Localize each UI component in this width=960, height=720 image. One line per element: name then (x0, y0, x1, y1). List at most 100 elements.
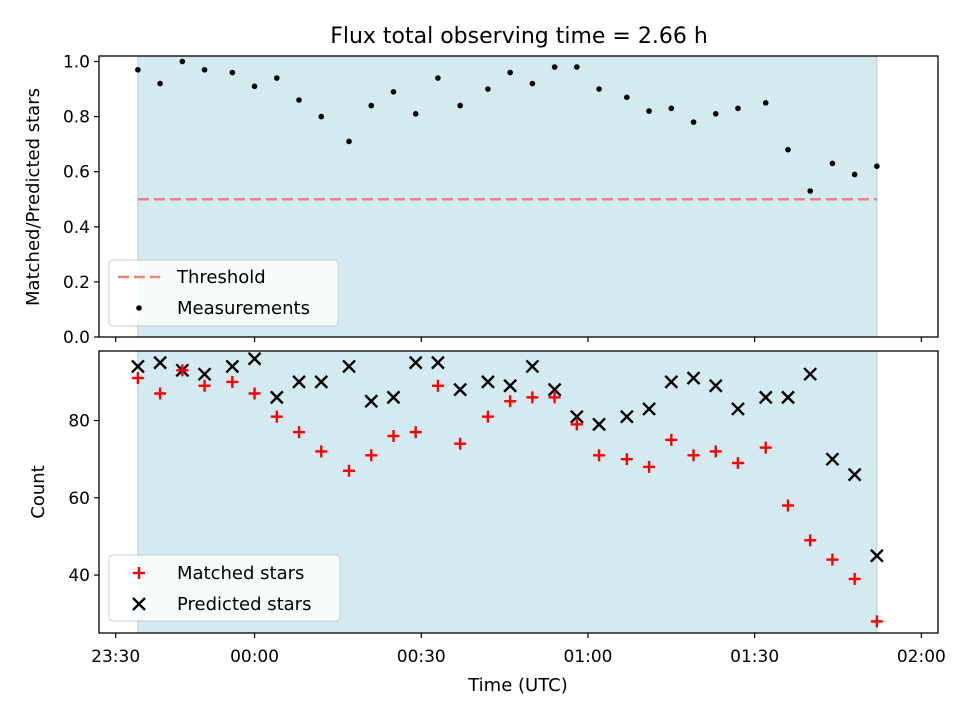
measurement-point (179, 58, 186, 65)
predicted-star-point (153, 355, 167, 370)
matched-star-point (731, 457, 744, 470)
predicted-star-point (781, 390, 795, 405)
chart-title: Flux total observing time = 2.66 h (330, 24, 708, 49)
x-tick-label: 23:30 (91, 647, 140, 667)
bottom-legend-box (108, 554, 341, 622)
predicted-star-point (314, 375, 329, 389)
y-tick-label: 60 (68, 489, 90, 509)
y-tick-label: 40 (68, 566, 90, 586)
measurement-point (829, 160, 836, 167)
measurement-point (762, 100, 769, 106)
predicted-star-point (731, 402, 745, 416)
predicted-star-point (453, 382, 468, 397)
top-measurement-points (135, 58, 880, 194)
predicted-star-point (664, 375, 679, 389)
matched-star-point (270, 410, 283, 423)
measurement-point (157, 80, 163, 87)
measurement-point (412, 111, 419, 117)
predicted-star-point (525, 359, 540, 374)
measurement-point (229, 69, 236, 76)
predicted-star-point (342, 359, 356, 374)
predicted-star-point (619, 409, 634, 424)
matched-star-point (409, 426, 422, 439)
matched-stars-points (131, 364, 883, 628)
predicted-star-point (197, 367, 212, 382)
matched-star-point (826, 553, 839, 566)
predicted-stars-points (131, 351, 884, 563)
matched-star-point (870, 615, 883, 628)
predicted-star-point (225, 359, 240, 374)
measurement-point (485, 86, 491, 92)
x-axis-label: Time (UTC) (467, 675, 568, 696)
predicted-star-point (642, 402, 656, 416)
legend-matched-label: Matched stars (177, 563, 304, 584)
x-tick-label: 00:30 (397, 647, 446, 667)
matched-star-point (548, 391, 561, 404)
y-tick-label: 80 (68, 412, 90, 432)
y-tick-label: 0.6 (63, 163, 90, 183)
matched-star-point (176, 364, 189, 377)
matched-star-point (687, 449, 700, 462)
bottom-y-ticks: 40 60 80 (68, 412, 99, 586)
top-axes-frame (98, 55, 939, 338)
legend-predicted-label: Predicted stars (177, 594, 311, 615)
matched-star-point (226, 375, 239, 388)
matched-star-point (315, 445, 328, 458)
predicted-star-point (708, 378, 723, 393)
matched-star-point (504, 395, 517, 408)
measurement-point (318, 113, 325, 120)
matched-star-point (526, 391, 539, 404)
matched-star-point (248, 387, 261, 400)
measurement-point (507, 69, 513, 76)
bottom-x-ticks: 23:30 00:00 00:30 01:00 01:30 02:00 (91, 633, 946, 667)
measurement-point (596, 86, 602, 92)
predicted-star-point (686, 371, 701, 385)
matched-star-point (620, 453, 633, 466)
predicted-star-point (758, 390, 773, 405)
x-tick-label: 01:30 (730, 647, 779, 667)
measurement-point (807, 188, 814, 194)
top-legend: Threshold Measurements (108, 259, 339, 327)
matched-star-point (570, 418, 583, 431)
matched-star-point (759, 441, 772, 454)
y-tick-label: 0.0 (63, 328, 90, 348)
top-y-axis-label: Matched/Predicted stars (23, 88, 44, 306)
predicted-star-point (131, 359, 145, 374)
measurement-point (735, 105, 741, 112)
matched-star-point (343, 464, 356, 477)
predicted-star-point (503, 378, 518, 393)
measurement-point (457, 102, 463, 109)
measurement-point (851, 171, 858, 178)
x-tick-label: 01:00 (563, 647, 612, 667)
predicted-star-point (870, 548, 884, 563)
measurement-point (135, 66, 141, 73)
predicted-star-point (386, 390, 401, 405)
bottom-legend: Matched stars Predicted stars (108, 554, 341, 622)
measurement-point (574, 64, 580, 70)
top-legend-box (108, 259, 339, 327)
y-tick-label: 1.0 (63, 53, 90, 73)
bottom-axes-frame (98, 350, 939, 634)
measurement-point (296, 97, 302, 103)
matched-star-point (665, 433, 678, 446)
measurement-point (390, 89, 397, 95)
measurement-point (274, 75, 280, 81)
measurement-point (368, 102, 375, 109)
x-tick-label: 00:00 (230, 647, 279, 667)
matched-star-point (293, 426, 306, 439)
matched-star-point (365, 449, 378, 462)
predicted-star-point (364, 394, 379, 409)
predicted-star-point (431, 355, 445, 370)
measurement-point (785, 146, 791, 153)
predicted-star-point (481, 375, 495, 389)
legend-matched-swatch (133, 567, 145, 579)
matched-star-point (643, 460, 656, 473)
measurement-point (435, 75, 441, 81)
bottom-panel: 40 60 80 23:30 00:00 00:30 01:00 01:30 02:00 Co… (28, 350, 946, 696)
predicted-star-point (592, 417, 606, 432)
predicted-star-point (132, 597, 146, 611)
measurement-point (624, 94, 630, 101)
measurement-point (712, 111, 719, 117)
matched-star-point (848, 572, 861, 585)
